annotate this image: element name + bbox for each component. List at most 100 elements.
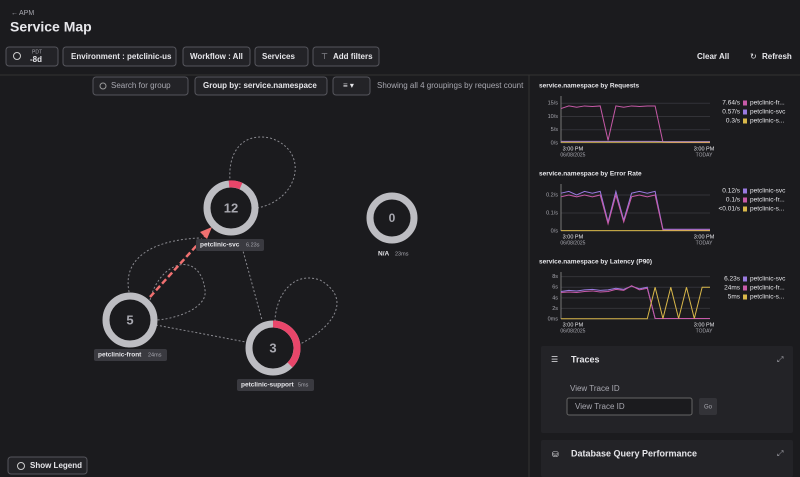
chart-title: service.namespace by Requests bbox=[539, 83, 639, 90]
map-controls: Search for group Group by: service.names… bbox=[92, 76, 524, 96]
y-tick-label: 0/s bbox=[551, 140, 559, 146]
legend-swatch bbox=[743, 294, 747, 300]
legend-swatch bbox=[743, 206, 747, 212]
node-latency: 24ms bbox=[148, 352, 162, 358]
x-tick-date: 06/08/2025 bbox=[560, 328, 585, 334]
legend-swatch bbox=[743, 109, 747, 115]
show-legend-button[interactable] bbox=[7, 456, 88, 475]
trace-input[interactable] bbox=[566, 397, 693, 416]
y-tick-label: 0.1/s bbox=[546, 210, 558, 216]
y-tick-label: 15/s bbox=[548, 101, 559, 107]
legend-name: petclinic-fr... bbox=[750, 197, 785, 204]
back-arrow[interactable]: ← bbox=[11, 10, 18, 17]
trace-field-label: View Trace ID bbox=[570, 384, 620, 393]
edge bbox=[149, 264, 206, 321]
time-range: -8d bbox=[30, 55, 42, 64]
legend-value: 0.12/s bbox=[722, 188, 740, 195]
environment-button[interactable] bbox=[62, 46, 177, 67]
x-tick-time: 3:00 PM bbox=[694, 322, 715, 328]
clear-all[interactable]: Clear All bbox=[697, 52, 729, 61]
trace-placeholder: View Trace ID bbox=[575, 402, 625, 411]
x-tick-time: 3:00 PM bbox=[563, 146, 584, 152]
series-line bbox=[560, 189, 710, 230]
x-tick-date: TODAY bbox=[696, 328, 713, 334]
legend-value: 0.1/s bbox=[726, 197, 741, 204]
search-placeholder: Search for group bbox=[111, 81, 171, 90]
node-label-box bbox=[196, 239, 264, 251]
node-error-arc bbox=[228, 180, 243, 190]
legend-name: petclinic-s... bbox=[750, 118, 785, 125]
node-count: 3 bbox=[269, 340, 276, 355]
node-ring[interactable] bbox=[102, 292, 158, 348]
legend-swatch bbox=[743, 276, 747, 282]
edge bbox=[239, 239, 263, 321]
node-name: petclinic-svc bbox=[200, 242, 240, 249]
legend-swatch bbox=[743, 188, 747, 194]
node-ring[interactable] bbox=[366, 192, 418, 244]
legend-value: 0.57/s bbox=[722, 109, 740, 116]
clock-icon bbox=[13, 52, 21, 60]
legend-name: petclinic-svc bbox=[750, 188, 786, 195]
search-icon bbox=[99, 82, 107, 90]
edge bbox=[274, 277, 338, 346]
page-title: Service Map bbox=[10, 19, 92, 35]
time-button[interactable] bbox=[5, 46, 59, 67]
x-tick-date: 06/08/2025 bbox=[560, 152, 585, 158]
workflow: Workflow : All bbox=[190, 52, 243, 61]
group-by: Group by: service.namespace bbox=[203, 81, 317, 90]
edges bbox=[127, 136, 338, 346]
show-legend: Show Legend bbox=[30, 461, 82, 470]
go-label: Go bbox=[704, 405, 713, 411]
legend-value: 5ms bbox=[728, 294, 741, 301]
node-latency: 23ms bbox=[395, 251, 409, 257]
legend-name: petclinic-s... bbox=[750, 206, 785, 213]
settings-button[interactable] bbox=[332, 76, 371, 96]
chart-title: service.namespace by Error Rate bbox=[539, 171, 642, 178]
workflow-button[interactable] bbox=[182, 46, 251, 67]
y-tick-label: 2s bbox=[552, 306, 558, 312]
x-tick-time: 3:00 PM bbox=[563, 234, 584, 240]
series-line bbox=[560, 193, 710, 231]
refresh[interactable]: Refresh bbox=[762, 52, 792, 61]
group-by-button[interactable] bbox=[194, 76, 328, 96]
traces-icon: ☰ bbox=[551, 355, 558, 364]
series-line bbox=[561, 286, 710, 320]
expand-icon[interactable]: ⤢ bbox=[776, 355, 783, 364]
node-latency: 5ms bbox=[298, 382, 309, 388]
y-tick-label: 0/s bbox=[551, 228, 559, 234]
x-tick-time: 3:00 PM bbox=[694, 146, 715, 152]
go-button[interactable] bbox=[699, 398, 717, 415]
filter-icon: ⊤ bbox=[321, 52, 328, 61]
legend-name: petclinic-fr... bbox=[750, 285, 785, 292]
node-error-arc bbox=[272, 320, 301, 368]
add-filters: Add filters bbox=[333, 52, 373, 61]
search-input[interactable] bbox=[92, 76, 189, 96]
y-tick-label: 4s bbox=[552, 295, 558, 301]
legend-value: 0.3/s bbox=[726, 118, 741, 125]
expand-icon[interactable]: ⤢ bbox=[776, 449, 783, 458]
refresh-icon: ↻ bbox=[750, 52, 757, 61]
x-tick-date: 06/08/2025 bbox=[560, 240, 585, 246]
node-label-box bbox=[237, 379, 314, 391]
node-name: petclinic-support bbox=[241, 382, 295, 389]
node-name: petclinic-front bbox=[98, 352, 142, 359]
node-latency: 6.23s bbox=[246, 242, 260, 248]
back-link[interactable]: APM bbox=[19, 10, 34, 17]
traces-title: Traces bbox=[571, 354, 600, 364]
legend-name: petclinic-s... bbox=[750, 294, 785, 301]
node-name: N/A bbox=[378, 251, 390, 258]
legend-value: 6.23s bbox=[724, 276, 741, 283]
error-edge bbox=[149, 233, 208, 298]
x-tick-time: 3:00 PM bbox=[563, 322, 584, 328]
services-button[interactable] bbox=[254, 46, 309, 67]
add-filters-button[interactable] bbox=[312, 46, 380, 67]
legend-swatch bbox=[743, 197, 747, 203]
database-icon: ⛁ bbox=[552, 450, 559, 459]
chart-title: service.namespace by Latency (P90) bbox=[539, 259, 652, 266]
services: Services bbox=[262, 52, 295, 61]
node-count: 0 bbox=[389, 211, 396, 225]
settings-icon: ≡ ▾ bbox=[343, 81, 354, 90]
arrowhead bbox=[200, 227, 212, 239]
